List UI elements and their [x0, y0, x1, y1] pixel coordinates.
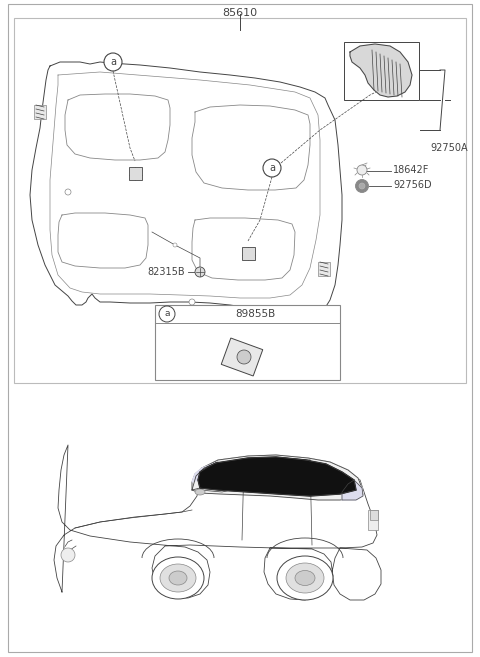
- Text: 85610: 85610: [222, 8, 258, 18]
- Polygon shape: [350, 44, 412, 97]
- Polygon shape: [342, 480, 363, 500]
- Ellipse shape: [295, 570, 315, 585]
- Text: a: a: [269, 163, 275, 173]
- Bar: [370, 510, 378, 520]
- Text: 92756D: 92756D: [393, 180, 432, 190]
- Ellipse shape: [195, 489, 205, 495]
- Text: 82315B: 82315B: [147, 267, 185, 277]
- Ellipse shape: [286, 563, 324, 593]
- Text: 92750A: 92750A: [430, 143, 468, 153]
- Circle shape: [359, 183, 365, 189]
- Bar: [34, 105, 46, 119]
- Text: a: a: [164, 309, 170, 319]
- Ellipse shape: [160, 564, 196, 592]
- Text: a: a: [110, 57, 116, 67]
- Circle shape: [265, 314, 271, 320]
- Circle shape: [237, 350, 251, 364]
- Bar: [129, 166, 142, 179]
- Polygon shape: [30, 62, 342, 318]
- Circle shape: [195, 267, 205, 277]
- Circle shape: [65, 189, 71, 195]
- Bar: [318, 262, 330, 276]
- Circle shape: [173, 243, 177, 247]
- Circle shape: [189, 299, 195, 305]
- Polygon shape: [54, 445, 381, 600]
- Polygon shape: [248, 458, 310, 490]
- Bar: [344, 42, 419, 100]
- Polygon shape: [192, 455, 363, 500]
- Bar: [155, 305, 340, 380]
- Circle shape: [356, 179, 369, 193]
- Ellipse shape: [277, 556, 333, 600]
- Circle shape: [357, 165, 367, 175]
- Circle shape: [263, 159, 281, 177]
- Bar: [14, 18, 466, 383]
- Bar: [368, 510, 378, 530]
- Text: 89855B: 89855B: [235, 309, 276, 319]
- Circle shape: [159, 306, 175, 322]
- Polygon shape: [198, 457, 356, 496]
- Polygon shape: [200, 460, 245, 492]
- Bar: [241, 246, 254, 260]
- Text: 18642F: 18642F: [393, 165, 430, 175]
- Polygon shape: [221, 338, 263, 376]
- Ellipse shape: [169, 571, 187, 585]
- Circle shape: [104, 53, 122, 71]
- Circle shape: [61, 548, 75, 562]
- Ellipse shape: [152, 557, 204, 599]
- Polygon shape: [192, 463, 216, 482]
